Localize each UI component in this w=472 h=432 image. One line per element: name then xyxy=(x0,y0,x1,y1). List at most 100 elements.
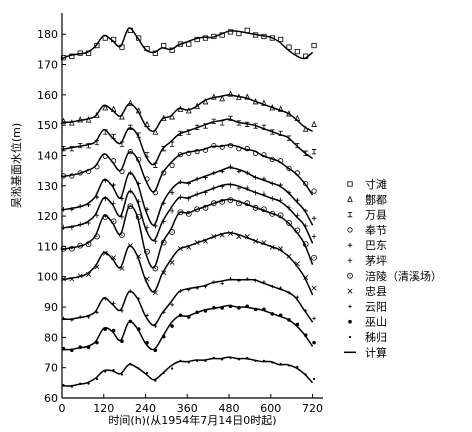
data-point xyxy=(194,206,201,213)
data-point xyxy=(94,194,100,200)
data-point xyxy=(61,146,66,152)
data-point xyxy=(145,371,149,375)
data-point xyxy=(177,152,184,158)
data-point xyxy=(86,143,91,149)
data-point xyxy=(161,170,167,176)
data-point-center xyxy=(288,222,290,224)
data-point-center xyxy=(71,248,73,250)
data-point xyxy=(186,287,191,292)
data-point xyxy=(194,191,200,197)
data-point xyxy=(252,98,259,105)
legend-label-7: 忠县 xyxy=(365,285,387,298)
data-point xyxy=(179,359,182,362)
series-2 xyxy=(61,115,317,168)
data-point-center xyxy=(113,220,115,222)
y-axis-label: 吴淞基面水位(m) xyxy=(9,123,23,208)
data-point xyxy=(228,164,233,170)
data-point xyxy=(245,170,250,176)
data-point xyxy=(304,373,307,376)
data-point xyxy=(244,200,251,207)
data-point xyxy=(186,196,191,202)
series-5 xyxy=(61,182,317,244)
legend-marker-5 xyxy=(347,257,353,264)
data-point xyxy=(60,55,67,61)
data-point xyxy=(295,295,300,299)
y-tick-label: 80 xyxy=(44,331,58,344)
data-point xyxy=(127,99,134,106)
data-point xyxy=(86,272,92,277)
data-point-center xyxy=(313,257,315,259)
data-point xyxy=(294,49,300,55)
data-point xyxy=(269,104,276,111)
data-point xyxy=(236,169,242,174)
data-point xyxy=(145,340,149,345)
data-point xyxy=(253,278,258,283)
data-point xyxy=(219,144,225,150)
legend-label-4: 巴东 xyxy=(365,239,387,252)
data-point xyxy=(161,270,167,276)
data-point xyxy=(61,224,66,231)
data-point xyxy=(144,276,150,282)
data-point xyxy=(269,244,275,250)
data-point xyxy=(103,196,108,202)
data-point xyxy=(211,33,217,40)
data-point xyxy=(278,130,283,137)
data-point xyxy=(236,146,242,152)
data-point xyxy=(261,176,267,182)
data-point xyxy=(277,105,284,112)
data-point xyxy=(202,204,209,211)
data-point xyxy=(271,361,274,364)
data-point xyxy=(169,190,175,195)
data-point xyxy=(186,129,191,135)
data-point xyxy=(261,191,267,197)
legend-marker-9 xyxy=(348,319,352,324)
data-point xyxy=(135,107,142,114)
data-point xyxy=(178,130,183,137)
data-point xyxy=(162,371,165,375)
data-point xyxy=(269,156,275,162)
data-point xyxy=(303,208,308,214)
data-point xyxy=(77,50,83,56)
data-point xyxy=(303,309,308,313)
data-point xyxy=(294,170,300,176)
legend-label-0: 寸滩 xyxy=(365,177,387,191)
data-point xyxy=(302,125,309,132)
data-point xyxy=(153,223,158,229)
y-tick-label: 140 xyxy=(37,149,58,162)
data-point xyxy=(78,142,83,149)
data-point xyxy=(60,173,67,179)
data-point-center xyxy=(146,251,148,253)
data-point xyxy=(194,149,200,155)
data-point xyxy=(169,208,175,214)
computed-curve-7 xyxy=(61,232,314,296)
data-point xyxy=(110,218,117,225)
data-point xyxy=(244,234,250,240)
y-tick-label: 90 xyxy=(44,301,58,314)
data-point xyxy=(236,234,242,240)
data-point xyxy=(77,242,84,249)
data-point xyxy=(186,181,191,186)
computed-curve-4 xyxy=(61,166,314,226)
data-point xyxy=(219,198,226,205)
data-point xyxy=(253,307,258,312)
data-point xyxy=(194,124,200,130)
data-point xyxy=(161,334,166,339)
data-point xyxy=(119,141,125,147)
data-point xyxy=(119,44,125,50)
data-point xyxy=(111,158,117,164)
data-point xyxy=(303,333,308,337)
data-point xyxy=(219,32,225,38)
y-tick-label: 170 xyxy=(37,59,58,72)
data-point xyxy=(286,205,292,211)
data-point xyxy=(154,379,157,382)
data-point xyxy=(228,304,233,309)
data-point xyxy=(135,214,142,220)
legend-label-5: 茅坪 xyxy=(365,255,387,268)
data-point xyxy=(111,301,116,306)
data-point xyxy=(128,289,133,293)
legend-marker-8 xyxy=(348,304,352,309)
data-point xyxy=(136,253,142,259)
data-point xyxy=(177,246,183,252)
data-point xyxy=(312,316,316,321)
data-point xyxy=(128,319,133,324)
